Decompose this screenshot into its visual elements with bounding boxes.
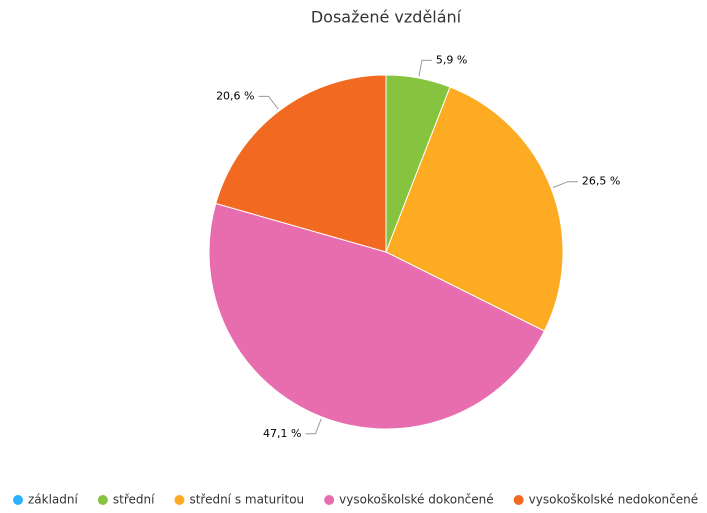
chart-title: Dosažené vzdělání xyxy=(311,8,462,27)
legend-marker xyxy=(97,495,108,505)
label-connector xyxy=(418,59,432,77)
label-connector xyxy=(258,95,279,110)
pie-slice xyxy=(385,86,564,332)
label-connector xyxy=(552,181,578,188)
legend-marker xyxy=(174,495,185,505)
legend-marker xyxy=(513,495,524,505)
legend-marker xyxy=(324,495,335,505)
legend-label: vysokoškolské nedokončené xyxy=(529,493,698,507)
legend-label: střední xyxy=(113,493,155,507)
data-label: 26,5 % xyxy=(582,175,620,188)
label-connector xyxy=(305,418,322,435)
pie-slice xyxy=(215,74,387,253)
pie-slice xyxy=(208,202,546,430)
legend-label: vysokoškolské dokončené xyxy=(339,493,493,507)
data-label: 5,9 % xyxy=(436,53,467,66)
legend-label: základní xyxy=(28,493,79,507)
legend-label: střední s maturitou xyxy=(189,493,304,507)
data-label: 20,6 % xyxy=(216,89,254,102)
legend-marker xyxy=(13,495,23,505)
data-label: 47,1 % xyxy=(263,427,301,440)
